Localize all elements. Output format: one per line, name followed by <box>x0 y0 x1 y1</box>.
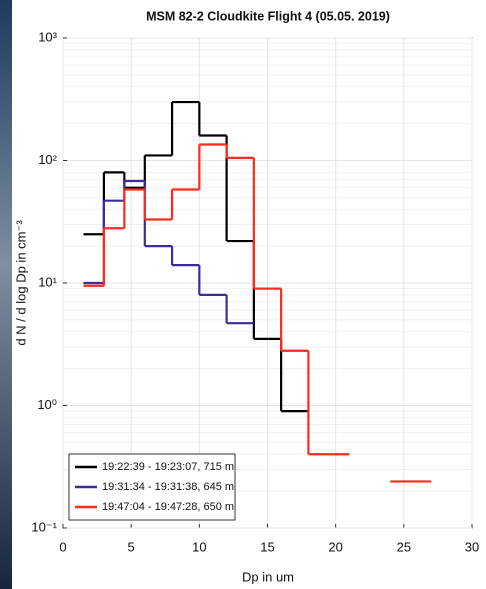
legend-label: 19:31:34 - 19:31:38, 645 m <box>102 481 234 493</box>
x-tick-label: 10 <box>192 539 206 554</box>
y-tick-label: 10⁰ <box>37 397 57 412</box>
x-tick-label: 5 <box>128 539 135 554</box>
chart-title: MSM 82-2 Cloudkite Flight 4 (05.05. 2019… <box>146 9 390 23</box>
legend: 19:22:39 - 19:23:07, 715 m 19:31:34 - 19:… <box>69 454 235 520</box>
x-tick-label: 15 <box>260 539 274 554</box>
photo-edge <box>0 0 12 589</box>
y-tick-label: 10¹ <box>38 274 57 289</box>
y-axis-label: d N / d log Dp in cm⁻³ <box>13 220 28 346</box>
x-tick-label: 25 <box>397 539 411 554</box>
x-tick-label: 20 <box>328 539 342 554</box>
x-tick-label: 0 <box>59 539 66 554</box>
x-tick-label: 30 <box>465 539 479 554</box>
y-tick-label: 10² <box>38 152 57 167</box>
y-tick-label: 10⁻¹ <box>31 519 57 534</box>
legend-label: 19:47:04 - 19:47:28, 650 m <box>102 501 234 513</box>
x-axis-label: Dp in um <box>242 569 294 584</box>
chart: MSM 82-2 Cloudkite Flight 4 (05.05. 2019… <box>0 0 486 589</box>
y-tick-label: 10³ <box>38 29 57 44</box>
legend-label: 19:22:39 - 19:23:07, 715 m <box>102 461 234 473</box>
